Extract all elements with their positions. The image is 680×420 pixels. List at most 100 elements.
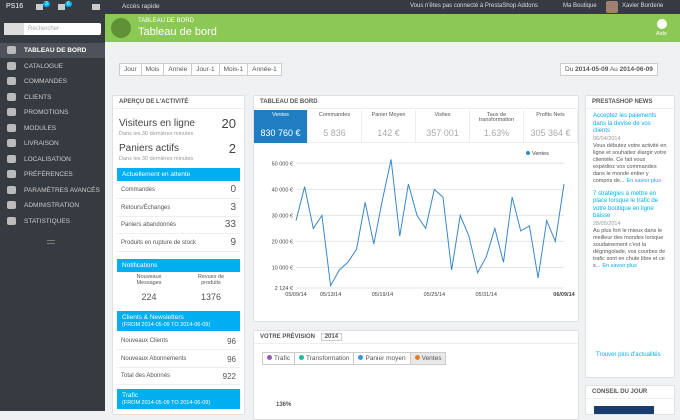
articles: Acceptez les paiements dans la devise de… [586, 109, 674, 280]
quick-access[interactable]: Accès rapide [122, 3, 160, 10]
help-label[interactable]: Aide [656, 31, 668, 37]
date-button[interactable]: Année [163, 63, 193, 76]
y-tick-label: 20 000 € [272, 239, 293, 245]
x-tick-label: 05/09/14 [285, 292, 306, 298]
article: Acceptez les paiements dans la devise de… [593, 113, 667, 185]
legend-label: Transformation [306, 355, 350, 362]
row-value: 96 [227, 337, 236, 346]
row-value: 0 [230, 184, 236, 195]
messages-icon[interactable] [92, 4, 100, 10]
more-news[interactable]: Trouver plus d'actualités [596, 352, 661, 358]
x-tick-label: 05/19/14 [372, 292, 393, 298]
row-label: Total des Abonnés [121, 373, 171, 379]
row-value: 96 [227, 354, 236, 364]
customers-icon[interactable] [58, 4, 65, 10]
menu-item[interactable]: CATALOGUE [0, 59, 105, 74]
pending-row: Commandes 0 [117, 182, 240, 199]
shop-code: PS16 [6, 3, 24, 10]
kpi-label: Panier Moyen [371, 112, 406, 118]
pending-heading: Actuellement en attente [117, 168, 240, 181]
collapse-handle[interactable] [47, 240, 55, 244]
kpi-value: 5 836 [323, 128, 346, 138]
legend-button[interactable]: Panier moyen [353, 352, 411, 365]
kpi[interactable]: Taux de transformation 1.63% [470, 110, 524, 143]
date-button[interactable]: Mois [140, 63, 165, 76]
date-button[interactable]: Année-1 [247, 63, 282, 76]
menu-icon [7, 154, 16, 163]
row-value: 3 [230, 201, 236, 213]
menu-item[interactable]: PARAMÈTRES AVANCÉS [0, 183, 105, 198]
date-range[interactable]: Du 2014-05-09 Au 2014-06-09 [560, 63, 658, 76]
traffic-heading: Trafic (FROM 2014-05-09 TO 2014-06-09) [117, 389, 240, 409]
menu-icon [7, 170, 16, 178]
menu-item[interactable]: LOCALISATION [0, 152, 105, 167]
article-title[interactable]: Acceptez les paiements dans la devise de… [593, 113, 657, 134]
traffic-title: Trafic [122, 392, 139, 399]
forecast-year[interactable]: 2014 [320, 333, 343, 341]
legend-label: Ventes [421, 355, 442, 362]
to-date: 2014-06-09 [619, 66, 653, 73]
tip-image [594, 406, 654, 414]
help-icon[interactable] [657, 19, 667, 29]
page-header: TABLEAU DE BORD Tableau de bord Aide [105, 14, 680, 42]
article-date: 28/05/2014 [593, 220, 621, 227]
legend-button[interactable]: Trafic [262, 352, 296, 365]
kpi[interactable]: Visites 357 001 [416, 110, 470, 143]
menu-label: CATALOGUE [24, 62, 64, 70]
legend-dot [299, 355, 305, 360]
menu-item[interactable]: TABLEAU DE BORD [0, 43, 105, 58]
date-button[interactable]: Jour-1 [191, 63, 220, 76]
date-button[interactable]: Jour [119, 63, 142, 76]
menu-icon [7, 139, 16, 147]
kpi-row: Ventes 830 760 € Commandes 5 836 Panier Moye… [254, 110, 578, 143]
menu-item[interactable]: MODULES [0, 121, 105, 136]
panel-heading: APERÇU DE L'ACTIVITÉ [113, 96, 244, 109]
avatar [606, 1, 618, 13]
kpi-label: Commandes [318, 112, 351, 118]
kpi[interactable]: Ventes 830 760 € [254, 110, 308, 143]
customer-row: Nouveaux Clients 96 [117, 333, 240, 350]
kpi-label: Visites [434, 112, 451, 118]
pending-row: Produits en rupture de stock 9 [117, 235, 240, 252]
notifications-heading: Notifications [117, 259, 240, 272]
article-title[interactable]: 7 stratégies à mettre en place lorsque l… [593, 190, 659, 220]
y-tick-label: 10 000 € [272, 265, 293, 271]
article-more[interactable]: En savoir plus [626, 177, 662, 184]
shop-link[interactable]: Ma Boutique [563, 3, 597, 9]
kpi-value: 830 760 € [260, 128, 301, 138]
forecast-title: VOTRE PRÉVISION [260, 334, 316, 340]
menu-item[interactable]: LIVRAISON [0, 136, 105, 151]
search-scope[interactable] [4, 23, 24, 35]
user-name[interactable]: Xavier Borderie [622, 3, 664, 9]
addons-link[interactable]: Vous n'êtes pas connecté à PrestaShop Ad… [410, 3, 538, 9]
forecast-axis-label: 136% [276, 402, 292, 408]
menu-item[interactable]: CLIENTS [0, 90, 105, 105]
carts-sub: Dans les 30 dernières minutes [119, 156, 194, 162]
date-button[interactable]: Mois-1 [218, 63, 249, 76]
legend-label: Ventes [532, 151, 549, 157]
legend-button[interactable]: Transformation [294, 352, 355, 365]
x-tick-label: 05/31/14 [475, 292, 496, 298]
legend-dot [267, 355, 272, 360]
menu-item[interactable]: PROMOTIONS [0, 105, 105, 120]
online-value: 20 [221, 116, 236, 131]
menu-item[interactable]: COMMANDES [0, 74, 105, 89]
menu-item[interactable]: PRÉFÉRENCES [0, 167, 105, 182]
search-box[interactable]: Rechercher [4, 23, 101, 35]
legend-button[interactable]: Ventes [409, 352, 447, 365]
kpi-label: Profits Nets [536, 112, 565, 118]
menu-item[interactable]: ADMINISTRATION [0, 198, 105, 213]
article-more[interactable]: En savoir plus [602, 262, 637, 269]
legend-label: Panier moyen [365, 355, 406, 362]
menu-item[interactable]: STATISTIQUES [0, 214, 105, 229]
kpi[interactable]: Panier Moyen 142 € [362, 110, 416, 143]
cart-icon[interactable] [36, 4, 43, 10]
date-buttons: Jour Mois Année Jour-1 Mois-1 Année-1 [119, 63, 282, 76]
menu-icon [7, 108, 16, 116]
kpi[interactable]: Commandes 5 836 [308, 110, 362, 143]
notification-value: 1376 [200, 292, 222, 302]
kpi[interactable]: Profits Nets 305 364 € [524, 110, 578, 143]
notification: Nouveaux Messages 224 [119, 274, 179, 302]
row-label: Commandes [121, 187, 156, 193]
